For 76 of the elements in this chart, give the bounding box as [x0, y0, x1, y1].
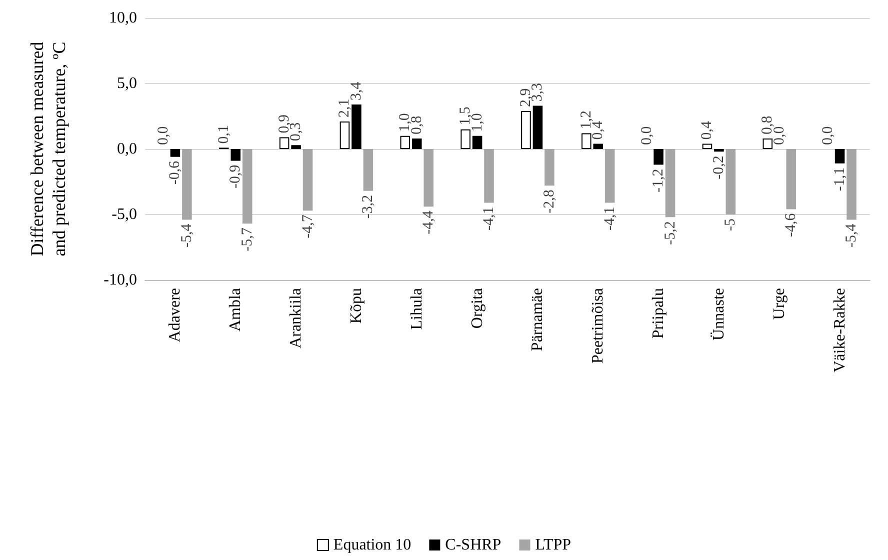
bar: [424, 149, 434, 207]
bar: [400, 136, 410, 149]
data-label: 2,1: [336, 98, 353, 118]
bar: [279, 137, 290, 149]
x-tick-label: Orgita: [468, 288, 486, 329]
data-label: -5: [722, 218, 739, 231]
x-tick-label: Adavere: [166, 288, 184, 342]
bar: [726, 149, 736, 214]
bar: [521, 111, 531, 149]
data-label: 3,4: [348, 81, 364, 100]
y-tick-label: 5,0: [117, 75, 137, 92]
bar: [472, 136, 482, 149]
data-label: 1,2: [578, 110, 594, 130]
data-label: 0,0: [820, 126, 836, 145]
x-tick-label: Kõpu: [348, 288, 365, 324]
data-label: -5,4: [844, 223, 860, 248]
data-label: -5,2: [662, 221, 678, 245]
data-label: 0,0: [771, 126, 788, 145]
bar: [340, 121, 350, 149]
bar: [460, 129, 470, 149]
bar: [363, 149, 374, 191]
data-label: 0,4: [699, 120, 716, 140]
bar: [182, 149, 192, 220]
y-tick-label: -10,0: [104, 272, 137, 288]
bar: [484, 149, 494, 203]
bar: [544, 149, 554, 186]
bar: [412, 138, 422, 149]
bar: [352, 104, 362, 149]
y-tick-label: 0,0: [117, 140, 137, 158]
legend-label: LTPP: [535, 536, 572, 554]
bar: [170, 149, 180, 157]
data-label: -0,6: [167, 160, 184, 185]
data-label: -5,7: [239, 227, 256, 252]
data-label: -1,2: [650, 168, 667, 192]
bar: [291, 145, 301, 149]
data-label: -4,1: [602, 206, 618, 230]
bar: [762, 138, 773, 149]
legend-label: C-SHRP: [445, 536, 502, 554]
bar: [604, 149, 615, 203]
bar: [834, 149, 845, 164]
data-label: 0,0: [155, 126, 172, 145]
data-label: -0,2: [710, 156, 727, 180]
data-label: -1,1: [832, 167, 848, 192]
bar: [702, 144, 712, 149]
x-tick-label: Urge: [770, 288, 788, 320]
data-label: -4,7: [300, 214, 316, 238]
data-label: -4,1: [481, 206, 498, 230]
y-tick-label: 10,0: [109, 10, 137, 26]
bar: [786, 149, 796, 210]
bar: [230, 149, 241, 161]
bar: [242, 149, 252, 224]
bar: [714, 149, 724, 152]
data-label: -2,8: [541, 190, 558, 214]
bar: [665, 149, 676, 218]
x-tick-label: Lihula: [408, 288, 426, 330]
bar: [846, 149, 856, 220]
x-tick-label: Pärnamäe: [529, 288, 546, 352]
data-label: 0,1: [216, 124, 232, 144]
data-label: -5,4: [178, 223, 195, 248]
x-tick-label: Priipalu: [650, 288, 668, 339]
data-label: -4,4: [420, 210, 437, 234]
data-label: -3,2: [360, 194, 376, 219]
bar: [654, 149, 664, 165]
bar: [532, 106, 543, 149]
x-tick-label: Ambla: [227, 288, 244, 332]
data-label: -4,6: [783, 212, 800, 238]
data-label: 0,0: [638, 126, 655, 145]
legend-label: Equation 10: [333, 536, 412, 554]
bar: [302, 149, 313, 211]
data-label: -0,9: [228, 164, 244, 189]
x-tick-label: Arankiila: [288, 288, 305, 348]
x-tick-label: Väike-Rakke: [831, 288, 848, 372]
x-tick-label: Ünnaste: [710, 288, 728, 340]
y-axis-title: Difference between measured and predicted temperature, ºC: [27, 42, 69, 256]
y-tick-label: -5,0: [112, 206, 137, 223]
x-tick-label: Peetrimõisa: [590, 288, 607, 364]
